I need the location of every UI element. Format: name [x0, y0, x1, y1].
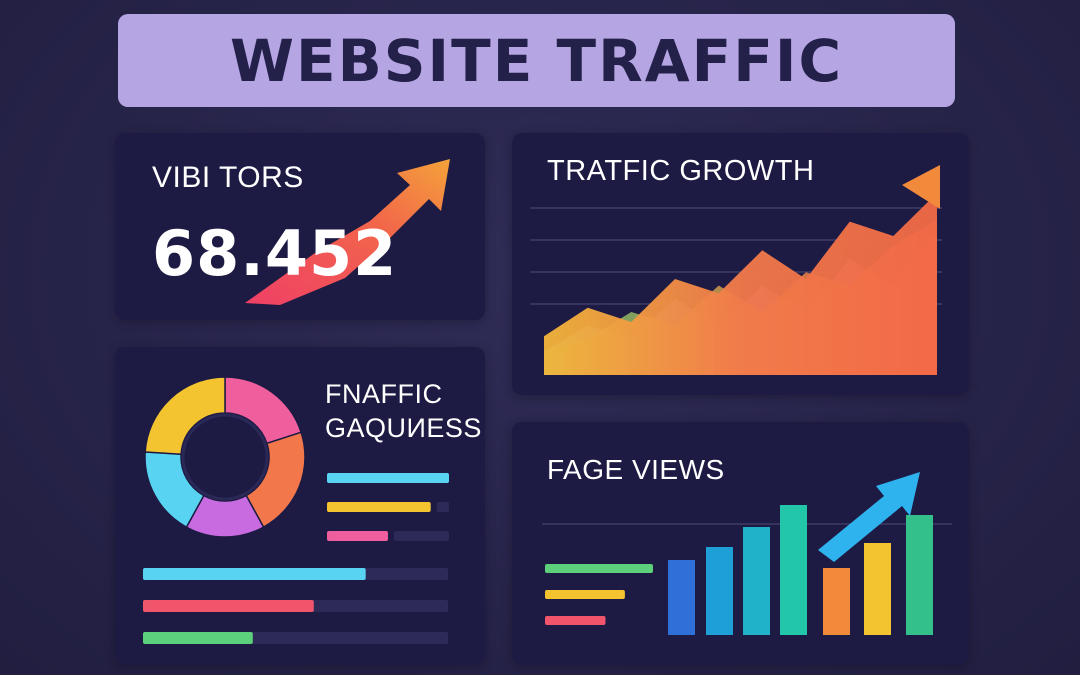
traffic-growth-card[interactable]: TRATFIC GROWTH: [512, 133, 969, 395]
pageviews-bar: [864, 543, 891, 635]
pageviews-title: FAGE VIEWS: [547, 454, 725, 485]
page-views-card[interactable]: FAGE VIEWS: [512, 422, 969, 665]
sources-title-line1: FNAFFIC: [325, 379, 443, 409]
page-title: WEBSITE TRAFFIC: [229, 26, 844, 95]
donut-ring-shadow: [181, 413, 269, 501]
page-views-chart: [542, 472, 952, 635]
source-progress-bar: [143, 568, 366, 580]
sources-title-line2: GAQUИESS: [325, 413, 482, 443]
trend-up-arrow-icon: [818, 472, 920, 562]
pageviews-legend-bar: [545, 616, 606, 625]
pageviews-bar: [668, 560, 695, 635]
pageviews-legend-bar: [545, 564, 653, 573]
pageviews-bar: [906, 515, 933, 635]
visitors-count: 68.452: [152, 217, 398, 290]
pageviews-bar: [780, 505, 807, 635]
growth-arrowhead: [902, 165, 940, 209]
source-legend-track: [394, 531, 449, 541]
title-banner: WEBSITE TRAFFIC: [118, 14, 955, 107]
source-progress-bar: [143, 632, 253, 644]
donut-hole: [181, 413, 269, 501]
pageviews-bar: [743, 527, 770, 635]
visitors-card[interactable]: VIBI TORS 68.452: [115, 133, 485, 320]
source-legend-bar: [327, 473, 449, 483]
pageviews-bar: [706, 547, 733, 635]
pageviews-legend-bar: [545, 590, 625, 599]
source-legend-bar: [327, 502, 431, 512]
growth-area-series-2: [544, 193, 937, 375]
traffic-growth-chart: [530, 165, 942, 375]
donut-slice: [144, 376, 226, 456]
source-progress-bar: [143, 600, 314, 612]
source-legend-track: [436, 502, 449, 512]
pageviews-bar: [823, 568, 850, 635]
source-legend-bar: [327, 531, 388, 541]
visitors-title: VIBI TORS: [152, 161, 304, 194]
traffic-sources-chart: [143, 376, 449, 644]
traffic-sources-card[interactable]: FNAFFIC GAQUИESS: [115, 347, 485, 665]
trend-up-arrow-icon: [245, 159, 450, 305]
growth-title: TRATFIC GROWTH: [547, 155, 815, 187]
